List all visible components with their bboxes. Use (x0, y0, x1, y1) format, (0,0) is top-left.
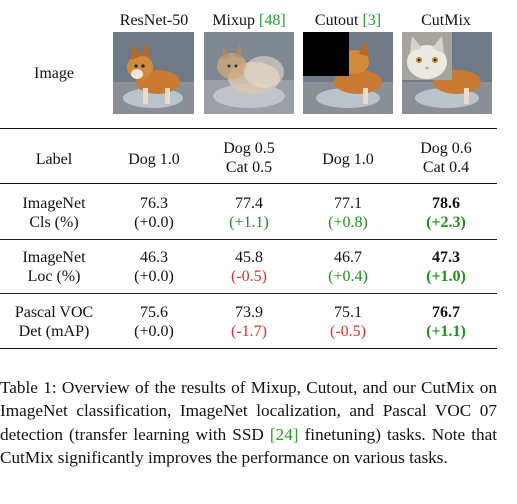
table-rule (0, 239, 497, 240)
citation-link[interactable]: [3] (362, 12, 382, 29)
row-label-image: Image (34, 65, 74, 82)
table-rule (0, 293, 497, 294)
cutout-image (303, 32, 393, 114)
result-cell-best: 78.6 (+2.3) (426, 195, 466, 231)
label-cell-mixup: Dog 0.5 Cat 0.5 (223, 140, 275, 176)
result-cell: 46.3 (+0.0) (134, 249, 174, 285)
row-label-imagenet-loc: ImageNet Loc (%) (22, 249, 86, 285)
col-header-resnet50: ResNet-50 (119, 12, 189, 29)
label-cell-cutmix: Dog 0.6 Cat 0.4 (420, 140, 472, 176)
result-cell: 77.1 (+0.8) (328, 195, 368, 231)
label-cell-cutout: Dog 1.0 (322, 151, 374, 168)
col-header-cutmix: CutMix (421, 12, 471, 29)
result-cell-best: 76.7 (+1.1) (426, 304, 466, 340)
table-rule (0, 183, 497, 184)
result-cell-best: 47.3 (+1.0) (426, 249, 466, 285)
row-label-pascal-voc: Pascal VOC Det (mAP) (14, 304, 94, 340)
mixup-image (204, 32, 294, 114)
citation-link[interactable]: [48] (259, 12, 286, 29)
result-cell: 75.6 (+0.0) (134, 304, 174, 340)
result-cell: 75.1 (-0.5) (330, 304, 366, 340)
row-label-imagenet-cls: ImageNet Cls (%) (22, 195, 86, 231)
dog-image (113, 32, 194, 114)
citation-link[interactable]: [24] (269, 424, 299, 444)
row-label-label: Label (35, 151, 73, 168)
table-rule (0, 128, 497, 129)
result-cell: 46.7 (+0.4) (328, 249, 368, 285)
table-caption: Table 1: Overview of the results of Mixu… (0, 378, 497, 468)
result-cell: 77.4 (+1.1) (229, 195, 269, 231)
col-header-cutout: Cutout [3] (314, 12, 382, 29)
col-header-mixup: Mixup [48] (212, 12, 286, 29)
result-cell: 76.3 (+0.0) (134, 195, 174, 231)
result-cell: 45.8 (-0.5) (231, 249, 267, 285)
label-cell-resnet50: Dog 1.0 (128, 151, 180, 168)
table-rule (0, 348, 497, 349)
result-cell: 73.9 (-1.7) (231, 304, 267, 340)
cutmix-image (402, 32, 492, 114)
